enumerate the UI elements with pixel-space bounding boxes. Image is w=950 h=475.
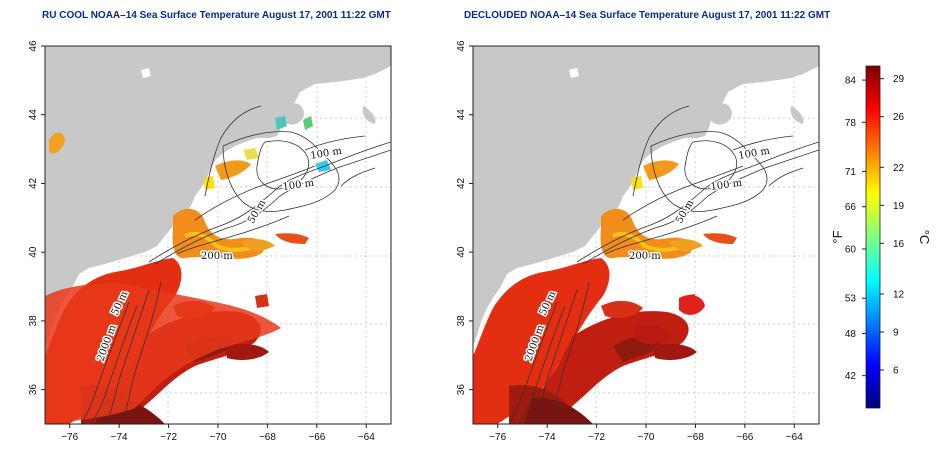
celsius-tick-label: 12	[893, 290, 905, 301]
y-tick-label: 46	[28, 40, 39, 52]
x-tick-label: −70	[638, 432, 655, 443]
celsius-unit-label: °C	[917, 230, 932, 245]
x-tick-label: −68	[259, 432, 276, 443]
panel-title-raw: RU COOL NOAA–14 Sea Surface Temperature …	[42, 10, 391, 21]
panel-title-declouded: DECLOUDED NOAA–14 Sea Surface Temperatur…	[464, 10, 831, 21]
contour-label: 200 m	[629, 251, 661, 262]
x-tick-label: −76	[61, 432, 78, 443]
fahrenheit-tick-label: 71	[845, 167, 857, 178]
celsius-tick-label: 9	[893, 328, 899, 339]
colorbar: 29 26 22 19 16 12 9 6 84 78 71 66 60 53 48 42 °F °C	[830, 65, 932, 409]
y-tick-label: 42	[28, 177, 39, 189]
y-tick-label: 42	[456, 177, 467, 189]
x-tick-label: −74	[111, 432, 128, 443]
y-tick-label: 36	[28, 384, 39, 396]
x-tick-label: −76	[489, 432, 506, 443]
x-tick-label: −72	[160, 432, 177, 443]
contour-label: 200 m	[201, 251, 233, 262]
celsius-tick-label: 6	[893, 366, 899, 377]
celsius-tick-label: 22	[893, 163, 905, 174]
x-tick-label: −74	[539, 432, 556, 443]
y-tick-label: 38	[456, 315, 467, 327]
fahrenheit-tick-label: 84	[845, 76, 857, 87]
fahrenheit-tick-label: 60	[845, 244, 857, 255]
celsius-tick-label: 19	[893, 201, 905, 212]
celsius-tick-label: 26	[893, 112, 905, 123]
x-tick-label: −64	[358, 432, 375, 443]
celsius-tick-label: 29	[893, 74, 905, 85]
y-tick-label: 38	[28, 315, 39, 327]
y-tick-label: 44	[456, 109, 467, 121]
y-tick-label: 40	[456, 246, 467, 258]
fahrenheit-tick-label: 66	[845, 202, 857, 213]
x-tick-label: −68	[687, 432, 704, 443]
y-tick-label: 44	[28, 109, 39, 121]
y-tick-label: 36	[456, 384, 467, 396]
celsius-tick-label: 16	[893, 239, 905, 250]
fahrenheit-tick-label: 42	[845, 371, 857, 382]
colorbar-gradient	[865, 65, 881, 409]
fahrenheit-unit-label: °F	[830, 230, 845, 243]
fahrenheit-tick-label: 48	[845, 329, 857, 340]
y-tick-label: 46	[456, 40, 467, 52]
fahrenheit-tick-label: 78	[845, 118, 857, 129]
x-tick-label: −72	[588, 432, 605, 443]
x-tick-label: −66	[308, 432, 325, 443]
y-tick-label: 40	[28, 246, 39, 258]
x-tick-label: −70	[210, 432, 227, 443]
x-tick-label: −64	[786, 432, 803, 443]
fahrenheit-tick-label: 53	[845, 294, 857, 305]
x-tick-label: −66	[736, 432, 753, 443]
